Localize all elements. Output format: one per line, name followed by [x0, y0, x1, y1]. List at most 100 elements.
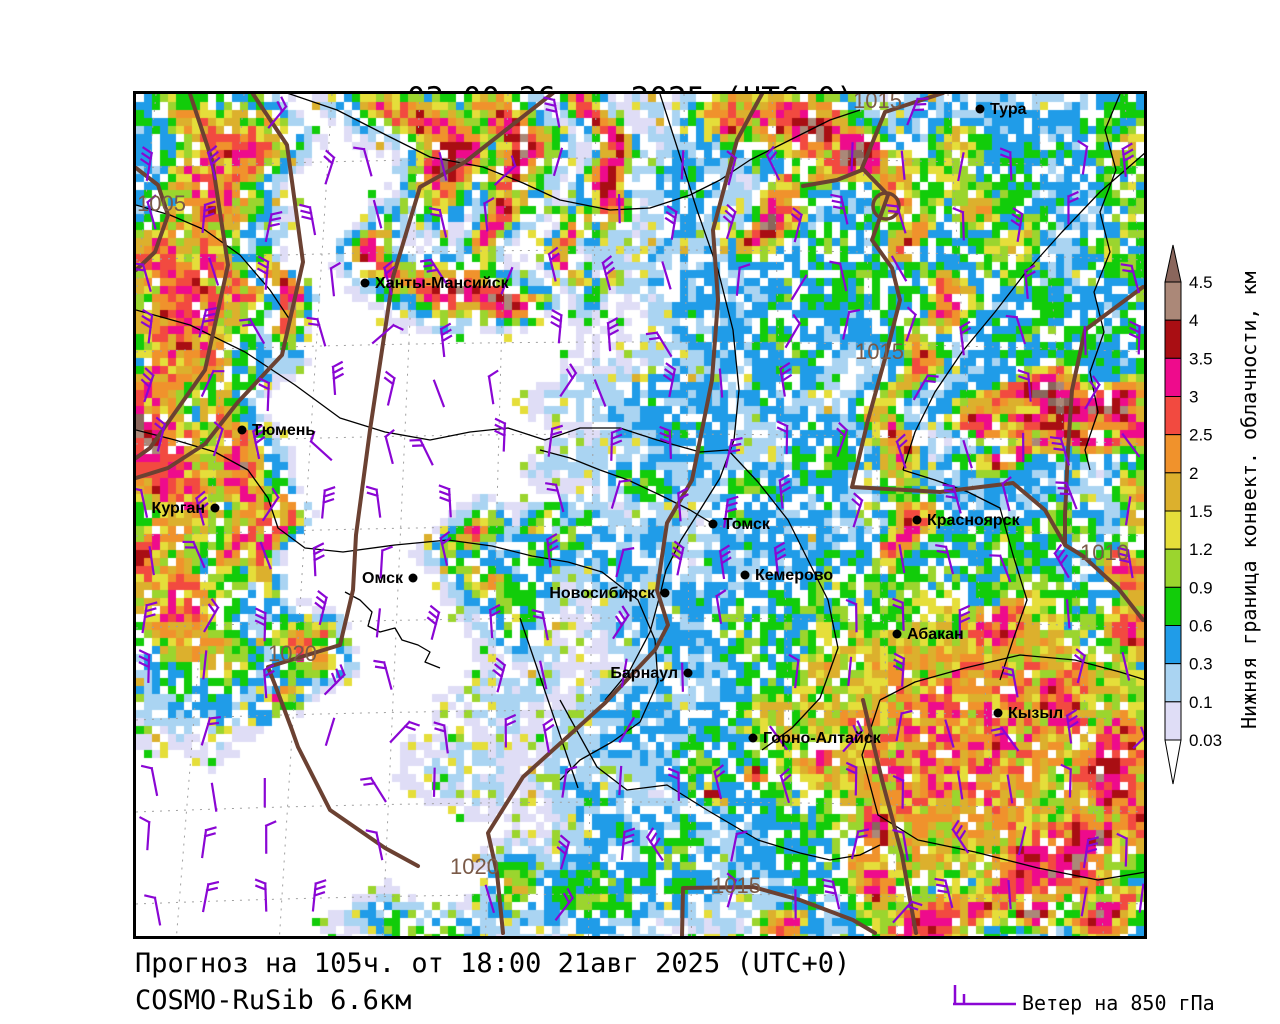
wind-barb: [432, 767, 436, 797]
wind-barb: [620, 658, 628, 688]
wind-barb: [321, 486, 336, 519]
wind-barb: [851, 492, 864, 528]
wind-barb: [730, 830, 748, 862]
wind-barb: [612, 605, 630, 640]
wind-barb: [667, 767, 680, 801]
wind-barb: [942, 483, 962, 514]
wind-barb: [154, 416, 167, 452]
legend-tick-label: 1.2: [1189, 540, 1213, 559]
wind-barb: [203, 598, 220, 633]
wind-barb: [552, 147, 564, 177]
city-marker: [740, 570, 750, 580]
wind-barb: [765, 145, 781, 181]
wind-barb: [488, 603, 501, 639]
border-line: [727, 449, 839, 751]
wind-barb: [830, 193, 849, 225]
graticule-parallel: [136, 157, 1144, 169]
legend-arrow-bottom: [1164, 739, 1182, 785]
wind-barb: [900, 150, 906, 180]
wind-barb: [959, 320, 972, 356]
wind-barb: [779, 767, 792, 804]
wind-barb: [892, 597, 905, 631]
wind-barb: [1006, 774, 1014, 804]
wind-barb: [539, 660, 548, 690]
wind-barb: [722, 203, 737, 240]
graticule-meridian: [683, 94, 692, 936]
legend-tick-label: 0.9: [1189, 578, 1213, 597]
legend-color-block: [1164, 586, 1182, 627]
wind-barb-icon: [953, 985, 1016, 1006]
isobar-label: 1015: [712, 873, 761, 898]
legend-tick-label: 2: [1189, 464, 1198, 483]
wind-barb: [547, 424, 564, 457]
isobar-line: [136, 166, 170, 272]
wind-barb: [262, 663, 275, 699]
wind-barb: [542, 717, 555, 753]
wind-barb: [895, 433, 908, 469]
wind-barb: [1138, 883, 1144, 913]
city: Омск: [362, 570, 418, 587]
wind-barb: [371, 323, 404, 345]
wind-barb: [610, 427, 623, 461]
city-label: Кемерово: [755, 567, 833, 584]
city: Кызыл: [993, 705, 1063, 722]
city: Тюмень: [237, 422, 315, 439]
wind-barb: [428, 207, 448, 238]
wind-barb: [1053, 543, 1070, 579]
isobar-line: [1063, 285, 1144, 547]
wind-barb: [790, 274, 808, 301]
wind-barb: [146, 194, 157, 230]
wind-barb: [312, 542, 325, 577]
wind-barb: [1083, 325, 1087, 356]
legend-color-block: [1164, 396, 1182, 436]
city: Горно-Алтайск: [748, 730, 882, 747]
wind-barb: [1023, 264, 1036, 299]
legend-color-block: [1164, 472, 1182, 512]
wind-barb: [898, 544, 906, 574]
wind-barb: [379, 545, 393, 579]
wind-barb: [545, 533, 559, 568]
wind-barb: [726, 872, 738, 908]
wind-barb: [1017, 369, 1032, 402]
wind-barb: [144, 894, 162, 926]
legend-tick-label: 4.5: [1189, 273, 1213, 292]
wind-barb: [323, 149, 336, 185]
wind-barb: [1124, 496, 1132, 526]
wind-barb: [768, 725, 789, 751]
wind-barb: [645, 827, 664, 862]
wind-barb: [201, 200, 216, 234]
wind-barb: [836, 421, 849, 458]
city: Курган: [152, 500, 220, 517]
wind-barb: [438, 151, 448, 181]
wind-barb: [365, 485, 382, 518]
isobar-label: 1005: [137, 191, 186, 216]
border-line: [136, 204, 291, 321]
wind-barb: [500, 266, 514, 295]
wind-barb: [182, 540, 206, 569]
wind-barb: [139, 146, 154, 182]
wind-barb: [554, 887, 575, 921]
wind-barb: [136, 486, 149, 518]
wind-barb: [664, 205, 678, 240]
wind-barb: [353, 146, 373, 177]
wind-barb: [202, 650, 208, 680]
graticule-parallel: [136, 893, 1144, 905]
border-line: [604, 94, 740, 701]
isobar-label: 1015: [853, 94, 902, 113]
legend-tick-label: 0.6: [1189, 617, 1213, 636]
border-line: [136, 429, 659, 781]
isobar-line: [801, 168, 864, 188]
graticule-parallel: [136, 525, 1144, 537]
city-marker: [237, 425, 247, 435]
wind-barb: [432, 379, 446, 408]
wind-barb: [504, 713, 517, 748]
wind-barb: [299, 203, 317, 236]
wind-barb: [433, 721, 449, 754]
wind-barb: [140, 764, 159, 797]
wind-barb: [1120, 263, 1140, 294]
wind-barb: [264, 211, 283, 243]
wind-barb: [842, 720, 864, 753]
wind-barb: [618, 716, 636, 744]
wind-barb: [715, 589, 727, 624]
